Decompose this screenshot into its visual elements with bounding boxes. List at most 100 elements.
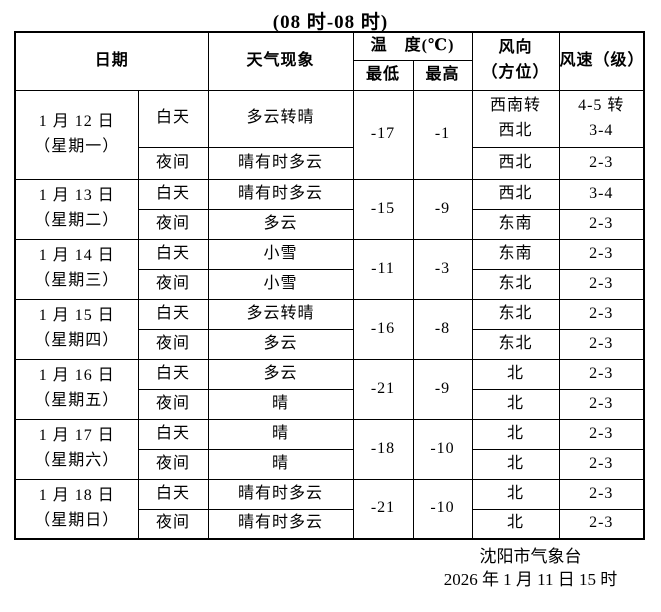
period-cell: 白天 (137, 418, 209, 450)
wind-speed-cell: 2-3 (558, 418, 645, 450)
temp-max-cell: -9 (412, 358, 473, 420)
header-temp-max: 最高 (412, 59, 473, 91)
weather-cell: 晴 (207, 448, 354, 480)
temp-max-cell: -1 (412, 89, 473, 180)
wind-dir-cell: 西南转 西北 (471, 89, 560, 148)
date-cell: 1 月 15 日 （星期四） (14, 298, 139, 360)
period-cell: 夜间 (137, 388, 209, 420)
header-wind-direction: 风向 （方位） (471, 31, 560, 91)
temp-min-cell: -21 (352, 478, 414, 540)
period-cell: 夜间 (137, 146, 209, 180)
temp-max-cell: -8 (412, 298, 473, 360)
table-row: 夜间 多云 东北 2-3 (15, 328, 645, 360)
wind-dir-cell: 西北 (471, 146, 560, 180)
weather-cell: 晴有时多云 (207, 146, 354, 180)
date-cell: 1 月 12 日 （星期一） (14, 89, 139, 180)
wind-dir-cell: 西北 (471, 178, 560, 210)
weather-cell: 晴 (207, 388, 354, 420)
date-cell: 1 月 13 日 （星期二） (14, 178, 139, 240)
wind-dir-cell: 北 (471, 508, 560, 540)
period-cell: 夜间 (137, 328, 209, 360)
period-cell: 白天 (137, 358, 209, 390)
table-row: 夜间 多云 东南 2-3 (15, 208, 645, 240)
wind-speed-cell: 2-3 (558, 328, 645, 360)
period-cell: 夜间 (137, 268, 209, 300)
footer: 沈阳市气象台 2026 年 1 月 11 日 15 时 (400, 545, 661, 591)
wind-speed-cell: 2-3 (558, 508, 645, 540)
weather-cell: 多云 (207, 358, 354, 390)
date-cell: 1 月 18 日 （星期日） (14, 478, 139, 540)
weather-cell: 多云 (207, 328, 354, 360)
header-temp-min: 最低 (352, 59, 414, 91)
table-row: 夜间 晴有时多云 西北 2-3 (15, 146, 645, 180)
wind-speed-cell: 4-5 转 3-4 (558, 89, 645, 148)
table-row: 1 月 12 日 （星期一） 白天 多云转晴 -17 -1 西南转 西北 4-5… (14, 89, 645, 180)
period-cell: 夜间 (137, 508, 209, 540)
table-row: 夜间 晴 北 2-3 (15, 388, 645, 420)
wind-dir-cell: 东南 (471, 208, 560, 240)
weather-cell: 多云转晴 (207, 298, 354, 330)
wind-dir-cell: 北 (471, 448, 560, 480)
weather-cell: 小雪 (207, 268, 354, 300)
wind-speed-cell: 3-4 (558, 178, 645, 210)
period-cell: 白天 (137, 478, 209, 510)
page-title: (08 时-08 时) (272, 12, 389, 33)
wind-speed-cell: 2-3 (558, 388, 645, 420)
table-row: 1 月 16 日 （星期五） 白天 多云 -21 -9 北 2-3 (14, 358, 645, 420)
temp-max-cell: -10 (412, 418, 473, 480)
wind-dir-cell: 北 (471, 358, 560, 390)
weather-cell: 晴 (207, 418, 354, 450)
header-wind-speed: 风速（级） (558, 31, 645, 91)
period-cell: 白天 (137, 178, 209, 210)
header-row-1: 日期 天气现象 温 度(℃) 风向 （方位） 风速（级） (14, 31, 645, 91)
temp-max-cell: -10 (412, 478, 473, 540)
temp-min-cell: -15 (352, 178, 414, 240)
forecast-table: 日期 天气现象 温 度(℃) 风向 （方位） 风速（级） 最低 最高 1 月 1… (14, 31, 646, 540)
footer-agency: 沈阳市气象台 (479, 547, 582, 566)
header-date: 日期 (14, 31, 209, 91)
footer-datetime: 2026 年 1 月 11 日 15 时 (443, 570, 618, 589)
weather-cell: 晴有时多云 (207, 508, 354, 540)
period-cell: 夜间 (137, 448, 209, 480)
wind-dir-cell: 北 (471, 388, 560, 420)
table-row: 夜间 小雪 东北 2-3 (15, 268, 645, 300)
header-weather: 天气现象 (207, 31, 354, 91)
period-cell: 白天 (137, 298, 209, 330)
wind-speed-cell: 2-3 (558, 146, 645, 180)
wind-speed-cell: 2-3 (558, 268, 645, 300)
temp-max-cell: -3 (412, 238, 473, 300)
temp-max-cell: -9 (412, 178, 473, 240)
wind-speed-cell: 2-3 (558, 298, 645, 330)
header-temperature: 温 度(℃) (352, 31, 473, 61)
table-row: 1 月 15 日 （星期四） 白天 多云转晴 -16 -8 东北 2-3 (14, 298, 645, 360)
wind-dir-cell: 北 (471, 478, 560, 510)
table-row: 1 月 13 日 （星期二） 白天 晴有时多云 -15 -9 西北 3-4 (14, 178, 645, 240)
temp-min-cell: -11 (352, 238, 414, 300)
date-cell: 1 月 17 日 （星期六） (14, 418, 139, 480)
temp-min-cell: -18 (352, 418, 414, 480)
weather-cell: 多云 (207, 208, 354, 240)
wind-dir-cell: 北 (471, 418, 560, 450)
wind-dir-cell: 东北 (471, 328, 560, 360)
wind-dir-cell: 东南 (471, 238, 560, 270)
table-row: 1 月 14 日 （星期三） 白天 小雪 -11 -3 东南 2-3 (14, 238, 645, 300)
weather-cell: 晴有时多云 (207, 478, 354, 510)
period-cell: 白天 (137, 89, 209, 148)
wind-speed-cell: 2-3 (558, 238, 645, 270)
period-cell: 白天 (137, 238, 209, 270)
table-row: 1 月 17 日 （星期六） 白天 晴 -18 -10 北 2-3 (14, 418, 645, 480)
weather-cell: 晴有时多云 (207, 178, 354, 210)
table-row: 夜间 晴 北 2-3 (15, 448, 645, 480)
temp-min-cell: -21 (352, 358, 414, 420)
weather-cell: 多云转晴 (207, 89, 354, 148)
wind-speed-cell: 2-3 (558, 358, 645, 390)
header-row-2: 最低 最高 (15, 59, 644, 91)
weather-cell: 小雪 (207, 238, 354, 270)
date-cell: 1 月 16 日 （星期五） (14, 358, 139, 420)
wind-dir-cell: 东北 (471, 298, 560, 330)
table-row: 夜间 晴有时多云 北 2-3 (15, 508, 645, 540)
temp-min-cell: -17 (352, 89, 414, 180)
table-row: 1 月 18 日 （星期日） 白天 晴有时多云 -21 -10 北 2-3 (14, 478, 645, 540)
temp-min-cell: -16 (352, 298, 414, 360)
